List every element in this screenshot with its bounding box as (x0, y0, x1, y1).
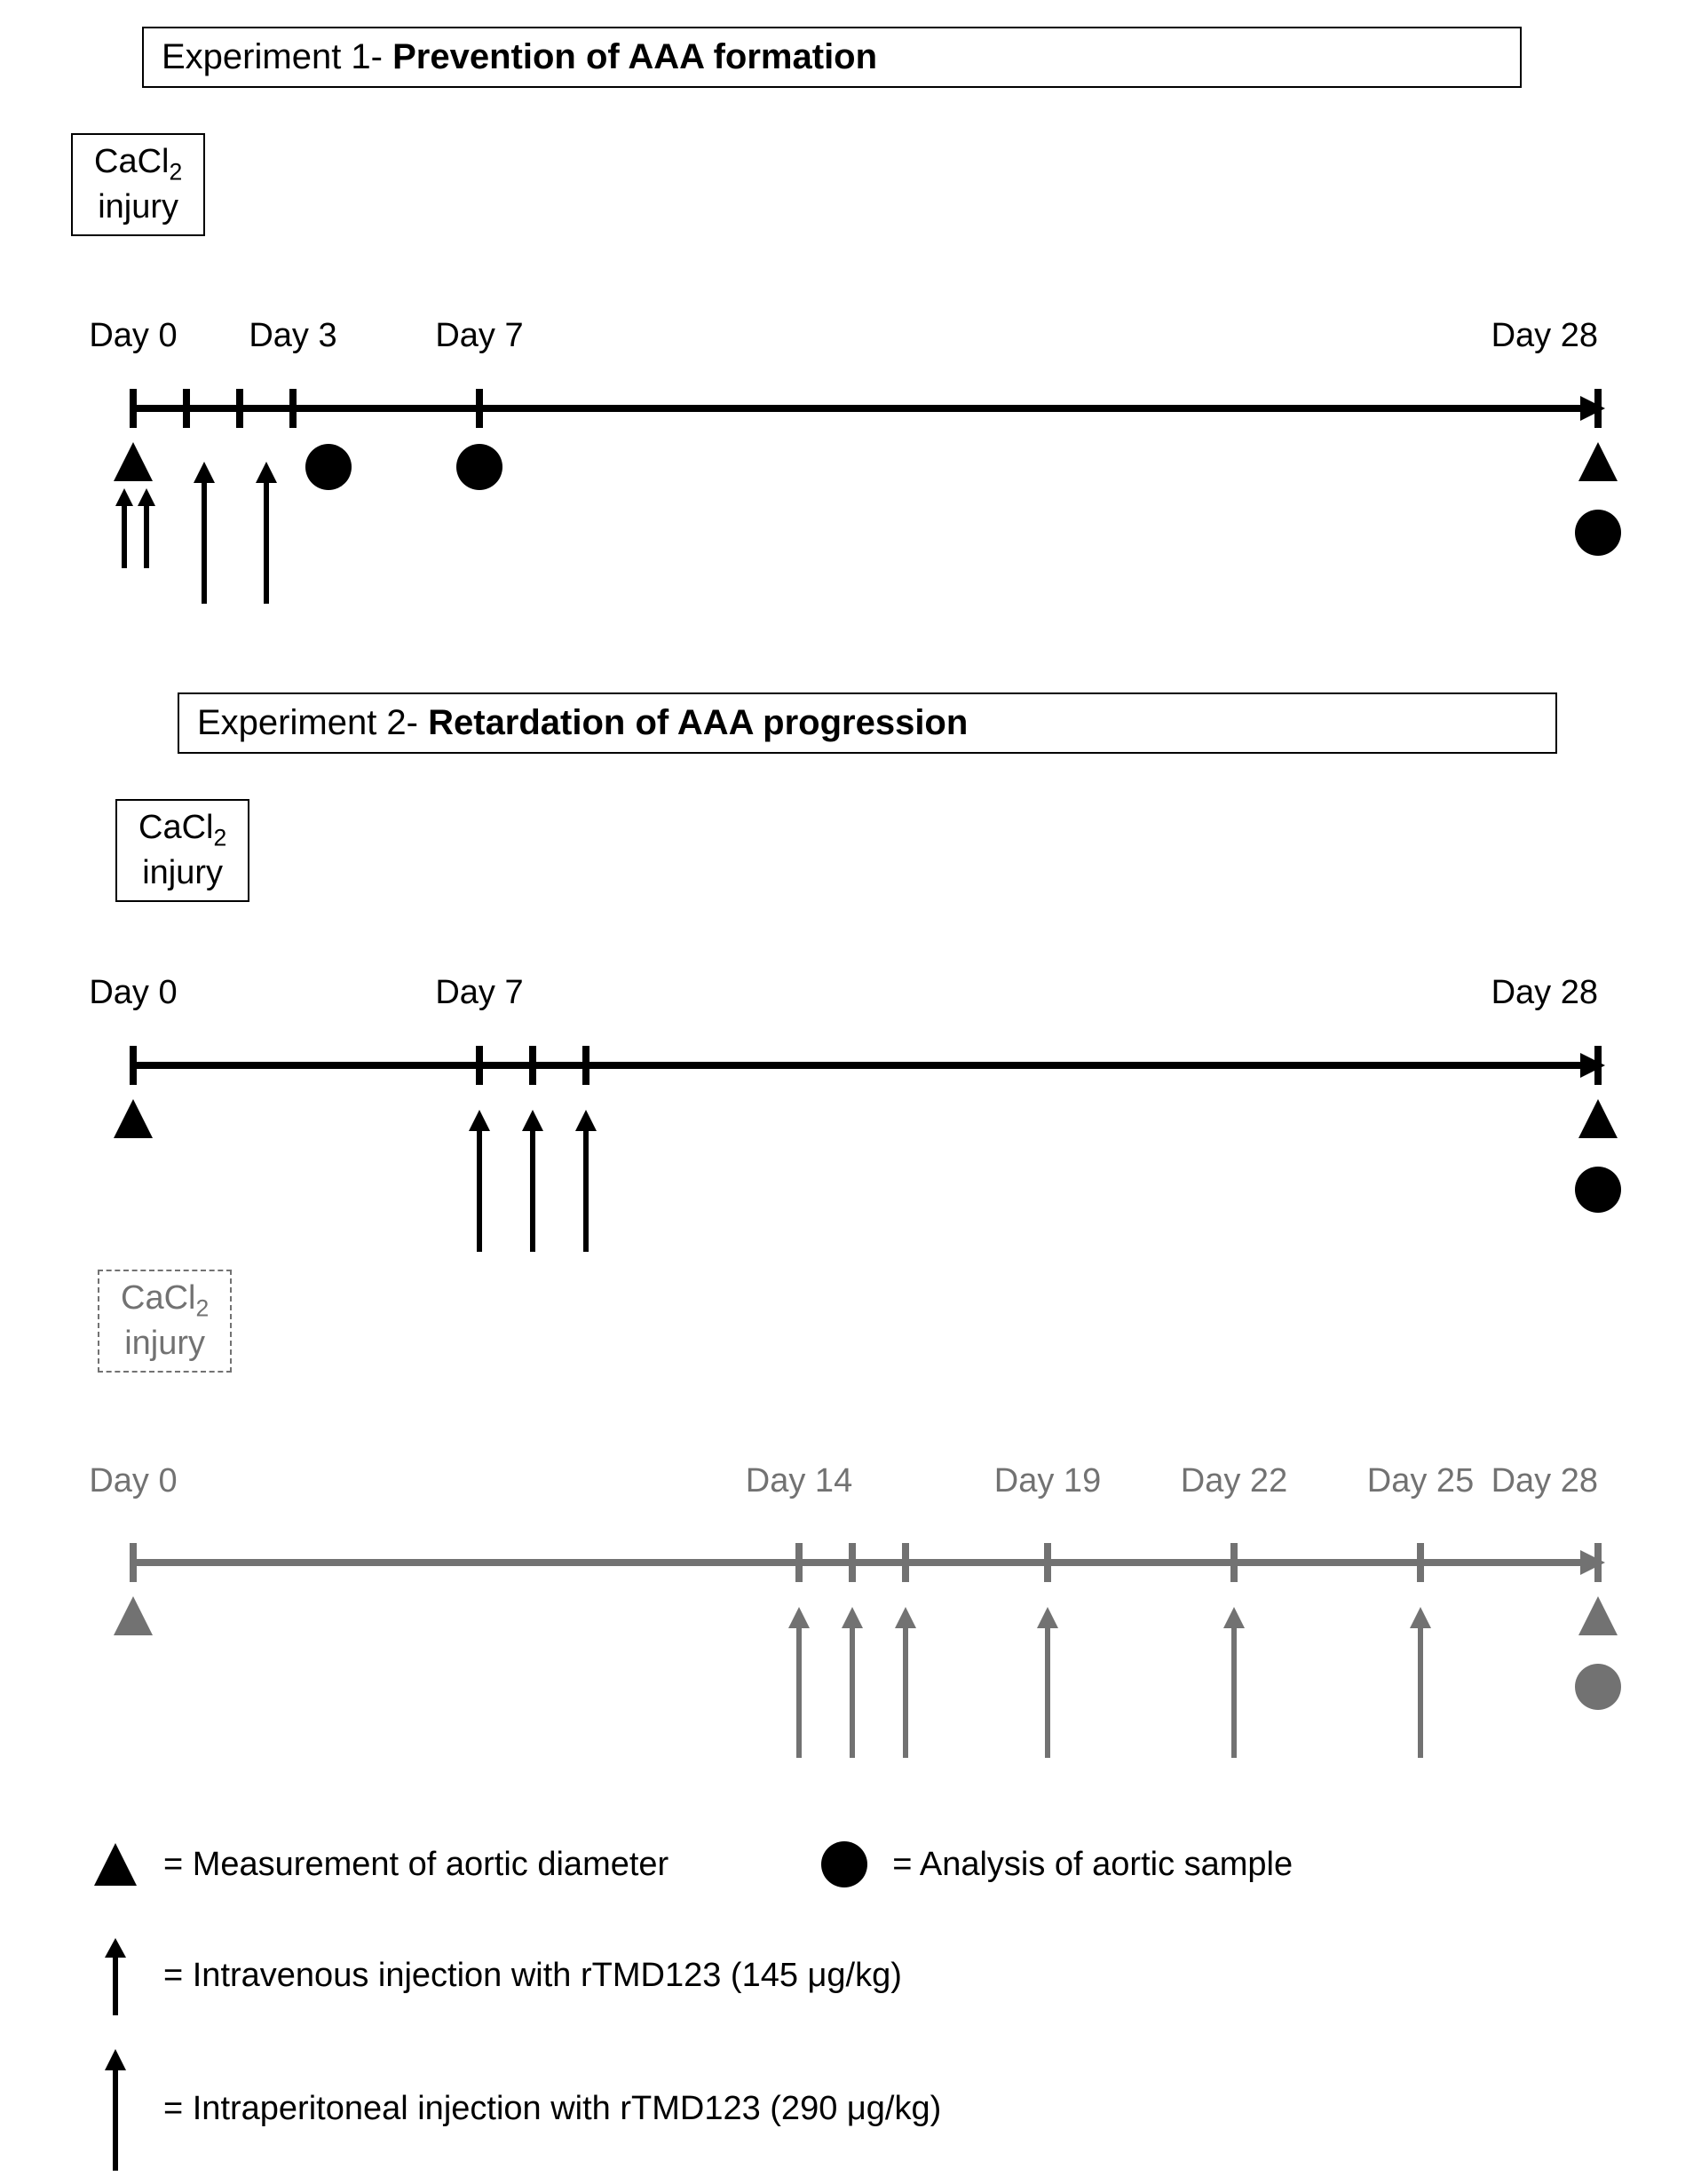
legend-ip-text: = Intraperitoneal injection with rTMD123… (163, 2090, 941, 2128)
exp2b-label-day0: Day 0 (89, 1462, 177, 1500)
iv-arrow-icon (89, 1931, 142, 2020)
circle-icon (305, 444, 352, 490)
exp2b-label-day14: Day 14 (746, 1462, 852, 1500)
ip-arrow-icon (895, 1607, 916, 1758)
exp1-title-prefix: Experiment 1- (162, 37, 392, 76)
ip-arrow-icon (256, 462, 277, 604)
exp1-label-day28: Day 28 (1491, 317, 1598, 354)
exp2a-label-day28: Day 28 (1491, 974, 1598, 1011)
exp2a-label-day0: Day 0 (89, 974, 177, 1011)
exp1-label-day7: Day 7 (435, 317, 523, 354)
legend-iv-text: = Intravenous injection with rTMD123 (14… (163, 1957, 902, 1995)
exp2-title-bold: Retardation of AAA progression (428, 703, 968, 742)
circle-icon (1575, 510, 1621, 556)
iv-arrow-icon (115, 488, 155, 568)
circle-icon (1575, 1664, 1621, 1710)
legend-row-2: = Intravenous injection with rTMD123 (14… (89, 1931, 902, 2020)
exp2-injury-box-b: CaCl2injury (98, 1270, 232, 1373)
exp1-label-day0: Day 0 (89, 317, 177, 354)
triangle-icon (114, 1099, 153, 1138)
ip-arrow-icon (1037, 1607, 1058, 1758)
exp2-timeline-a: Day 0 Day 7 Day 28 (0, 950, 1701, 1270)
exp2-title-prefix: Experiment 2- (197, 703, 428, 742)
ip-arrow-icon (469, 1110, 490, 1252)
triangle-icon (1578, 442, 1618, 481)
exp2b-label-day28: Day 28 (1491, 1462, 1598, 1500)
triangle-icon (114, 442, 153, 481)
ip-arrow-icon (522, 1110, 543, 1252)
ip-arrow-icon (89, 2042, 142, 2175)
triangle-icon (89, 1838, 142, 1891)
ip-arrow-icon (788, 1607, 810, 1758)
legend-row-1: = Measurement of aortic diameter = Analy… (89, 1838, 1651, 1891)
exp1-injury-box: CaCl2injury (71, 133, 205, 236)
legend-row-3: = Intraperitoneal injection with rTMD123… (89, 2042, 941, 2175)
exp2b-label-day22: Day 22 (1181, 1462, 1287, 1500)
exp1-label-day3: Day 3 (249, 317, 336, 354)
triangle-icon (1578, 1099, 1618, 1138)
ip-arrow-icon (1410, 1607, 1431, 1758)
circle-icon (818, 1838, 871, 1891)
exp2a-label-day7: Day 7 (435, 974, 523, 1011)
ip-arrow-icon (842, 1607, 863, 1758)
legend-circle-text: = Analysis of aortic sample (892, 1846, 1293, 1884)
exp2-title-box: Experiment 2- Retardation of AAA progres… (178, 692, 1557, 754)
experiment-diagram: Experiment 1- Prevention of AAA formatio… (0, 0, 1701, 2184)
circle-icon (1575, 1167, 1621, 1213)
exp1-title-box: Experiment 1- Prevention of AAA formatio… (142, 27, 1522, 88)
ip-arrow-icon (1223, 1607, 1245, 1758)
circle-icon (456, 444, 502, 490)
ip-arrow-icon (194, 462, 215, 604)
exp2b-label-day25: Day 25 (1367, 1462, 1474, 1500)
ip-arrow-icon (575, 1110, 597, 1252)
exp2b-label-day19: Day 19 (994, 1462, 1101, 1500)
legend-triangle-text: = Measurement of aortic diameter (163, 1846, 669, 1884)
exp1-title-bold: Prevention of AAA formation (392, 37, 877, 76)
exp2-injury-box-a: CaCl2injury (115, 799, 249, 902)
exp1-timeline: Day 0 Day 3 Day 7 Day 28 (0, 293, 1701, 630)
exp2-timeline-b: Day 0 Day 14 Day 19 Day 22 Day 25 Day 28 (0, 1438, 1701, 1793)
triangle-icon (114, 1596, 153, 1635)
triangle-icon (1578, 1596, 1618, 1635)
